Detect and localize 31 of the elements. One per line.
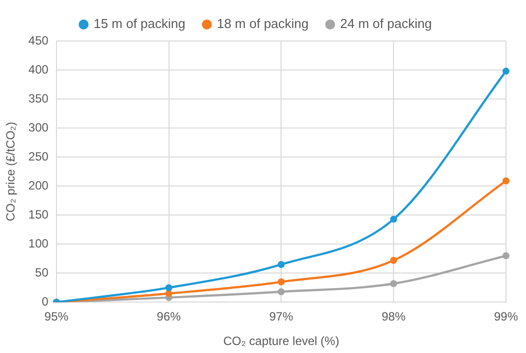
y-tick-label: 450 (28, 33, 49, 48)
y-axis-title: CO₂ price (£/tCO₂) (4, 122, 18, 222)
y-tick-label: 100 (28, 236, 49, 250)
y-tick-label: 350 (28, 91, 49, 106)
point (390, 280, 398, 288)
legend-label: 24 m of packing (340, 16, 432, 32)
x-axis-title: CO₂ capture level (%) (223, 334, 340, 348)
point (278, 278, 285, 286)
y-tick-label: 300 (28, 120, 49, 134)
x-tick-label: 95% (44, 310, 69, 324)
x-tick-label: 97% (269, 310, 294, 324)
point (278, 260, 285, 268)
point (278, 288, 285, 296)
point (165, 290, 172, 297)
point (390, 256, 398, 264)
point (165, 284, 172, 292)
y-tick-label: 200 (28, 178, 49, 192)
x-tick-label: 98% (382, 310, 406, 324)
point (502, 252, 510, 260)
y-tick-label: 0 (42, 294, 49, 309)
y-tick-label: 150 (28, 207, 49, 222)
y-tick-label: 250 (28, 149, 49, 164)
point (502, 68, 510, 75)
y-tick-label: 50 (35, 265, 49, 280)
x-tick-label: 96% (156, 310, 182, 324)
point (502, 177, 510, 184)
x-tick-label: 99% (494, 310, 518, 324)
y-tick-label: 400 (28, 62, 49, 76)
legend-label: 15 m of packing (94, 16, 186, 32)
legend-label: 18 m of packing (216, 16, 309, 32)
point (390, 216, 398, 223)
